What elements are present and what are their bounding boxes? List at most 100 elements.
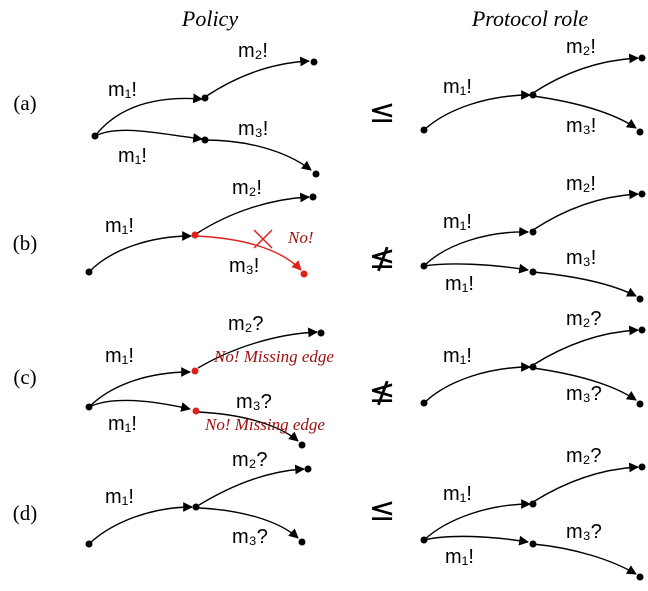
- error-note: No! Missing edge: [213, 347, 334, 366]
- edge-label: m₃!: [566, 247, 596, 269]
- edge: [423, 263, 529, 274]
- relation-symbol: ≰: [369, 238, 396, 276]
- error-state-node: [300, 270, 308, 278]
- cross-mark-icon: [253, 229, 273, 249]
- protocol-graph: m₁! m₂! m₃!: [420, 36, 646, 137]
- edge: [94, 129, 203, 143]
- state-node: [201, 136, 209, 144]
- state-node: [529, 268, 537, 276]
- edge-label: m₁!: [443, 345, 472, 367]
- row-a: (a) ≤ m₁! m₁! m₂! m₃! m₁!: [13, 36, 646, 178]
- row-label: (a): [13, 91, 36, 115]
- relation-symbol: ≰: [369, 372, 396, 410]
- row-b: (b) ≰ m₁! m₂! m₃! No!: [13, 173, 646, 303]
- state-node: [636, 128, 644, 136]
- edge-label: m₁!: [443, 483, 472, 505]
- edge: [532, 271, 637, 297]
- state-node: [529, 228, 537, 236]
- state-node: [529, 91, 537, 99]
- edge-label: m₃?: [232, 526, 268, 548]
- edge: [195, 192, 310, 235]
- state-node: [638, 326, 646, 334]
- state-node: [636, 573, 644, 581]
- state-node: [420, 262, 428, 270]
- edge: [423, 535, 529, 546]
- state-node: [420, 126, 428, 134]
- edge: [88, 367, 191, 408]
- edge-label: m₃!: [229, 255, 259, 277]
- edge-label: m₃?: [566, 383, 602, 405]
- edge-label: m₂!: [566, 173, 596, 195]
- state-node: [304, 465, 312, 473]
- state-node: [638, 463, 646, 471]
- state-node: [192, 503, 200, 511]
- state-node: [636, 400, 644, 408]
- edge: [423, 226, 529, 267]
- state-node: [298, 538, 306, 546]
- state-node: [529, 363, 537, 371]
- state-node: [529, 540, 537, 548]
- edge: [198, 507, 299, 539]
- state-node: [85, 268, 93, 276]
- row-d: (d) ≤ m₁! m₂? m₃? m₁! m₁!: [13, 445, 646, 581]
- protocol-graph: m₁! m₁! m₂! m₃!: [420, 173, 646, 303]
- edge-label: m₁!: [105, 486, 134, 508]
- state-node: [91, 132, 99, 140]
- state-node: [529, 500, 537, 508]
- edge-label: m₂?: [566, 308, 602, 330]
- state-node: [638, 54, 646, 62]
- state-node: [636, 295, 644, 303]
- row-label: (c): [13, 365, 36, 389]
- edge-label: m₂?: [228, 313, 264, 335]
- edge: [532, 53, 639, 94]
- edge-label: m₁!: [445, 273, 474, 295]
- protocol-graph: m₁! m₂? m₃?: [420, 308, 646, 408]
- edge: [88, 502, 193, 545]
- edge-label: m₃!: [566, 115, 596, 137]
- state-node: [310, 58, 318, 66]
- edge-label: m₂!: [238, 40, 268, 62]
- edge: [532, 95, 637, 129]
- state-node: [317, 329, 325, 337]
- error-note: No! Missing edge: [204, 415, 325, 434]
- state-node: [420, 399, 428, 407]
- edge-label: m₂?: [232, 449, 268, 471]
- edge-label: m₁!: [445, 546, 474, 568]
- edge-label: m₁!: [105, 215, 134, 237]
- policy-graph: m₁! m₂! m₃! No!: [85, 177, 317, 278]
- edge-label: m₂!: [232, 177, 262, 199]
- edge-label: m₁!: [105, 345, 134, 367]
- edge-label: m₁!: [443, 211, 472, 233]
- edge: [88, 399, 191, 412]
- edge: [94, 93, 203, 137]
- edge: [532, 462, 639, 503]
- edge: [532, 543, 637, 575]
- policy-graph: m₁! m₂? m₃?: [85, 449, 312, 548]
- edge: [197, 327, 318, 369]
- edge: [88, 231, 192, 273]
- edge: [423, 499, 531, 541]
- state-node: [312, 170, 320, 178]
- edge: [197, 411, 299, 442]
- edge: [423, 90, 531, 131]
- policy-graph: m₁! m₁! m₂! m₃!: [91, 40, 320, 178]
- edge: [204, 56, 310, 98]
- error-state-node: [191, 367, 199, 375]
- edge-label: m₁!: [443, 76, 472, 98]
- edge-label: m₁!: [108, 413, 137, 435]
- edge-label: m₂!: [566, 36, 596, 58]
- policy-graph: m₁! m₁! m₂? m₃? No! Missing edge No! Mis…: [85, 313, 334, 449]
- row-label: (b): [13, 231, 38, 255]
- relation-symbol: ≤: [369, 92, 396, 130]
- state-node: [85, 403, 93, 411]
- row-label: (d): [13, 501, 38, 525]
- error-state-node: [191, 231, 199, 239]
- relation-symbol: ≤: [369, 490, 396, 528]
- policy-header: Policy: [181, 6, 238, 31]
- edge: [532, 367, 637, 401]
- row-c: (c) ≰ m₁! m₁! m₂? m₃? No! Missing edge N…: [13, 308, 646, 449]
- edge: [532, 189, 639, 231]
- edge-label: m₃?: [566, 521, 602, 543]
- state-node: [309, 193, 317, 201]
